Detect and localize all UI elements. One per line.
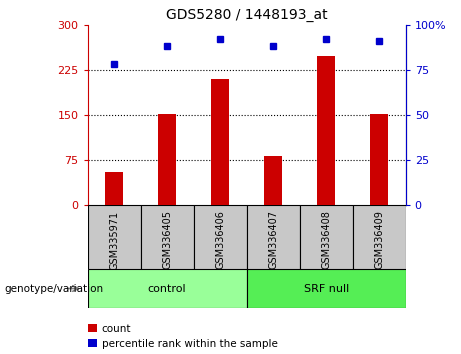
Legend: count, percentile rank within the sample: count, percentile rank within the sample [88,324,278,349]
Bar [370,114,389,205]
Bar [194,205,247,269]
Bar [353,205,406,269]
Text: GSM336406: GSM336406 [215,210,225,269]
Text: control: control [148,284,186,293]
Bar [264,156,283,205]
Bar [88,269,247,308]
Bar [300,205,353,269]
Text: GSM336405: GSM336405 [162,210,172,269]
Bar [211,79,230,205]
Text: GSM335971: GSM335971 [109,210,119,269]
Bar [105,172,124,205]
Bar [141,205,194,269]
Text: GSM336408: GSM336408 [321,210,331,269]
Title: GDS5280 / 1448193_at: GDS5280 / 1448193_at [166,8,327,22]
Bar [247,205,300,269]
Text: GSM336409: GSM336409 [374,210,384,269]
Bar [247,269,406,308]
Bar [317,56,336,205]
Bar [158,114,177,205]
Bar [88,205,141,269]
Text: SRF null: SRF null [303,284,349,293]
Text: GSM336407: GSM336407 [268,210,278,269]
Text: genotype/variation: genotype/variation [5,284,104,293]
